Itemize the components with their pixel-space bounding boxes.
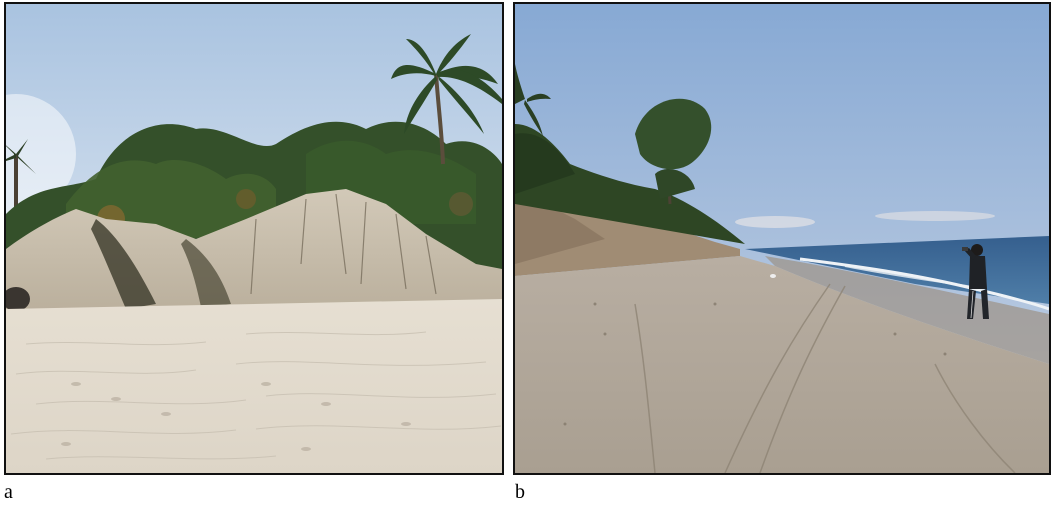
panel-label-a: a <box>4 481 13 503</box>
palm-tree-left <box>6 139 36 214</box>
person-figure <box>962 244 989 319</box>
beach-shoreline-photo-b <box>515 4 1049 473</box>
palm-tree-left <box>515 64 551 136</box>
beach-dune-photo-a <box>6 4 502 473</box>
palm-tree-right <box>391 34 502 165</box>
casuarina-tree <box>635 98 712 205</box>
photo-panel-b <box>513 2 1051 475</box>
photo-panel-a <box>4 2 504 475</box>
panel-label-b: b <box>515 481 525 503</box>
